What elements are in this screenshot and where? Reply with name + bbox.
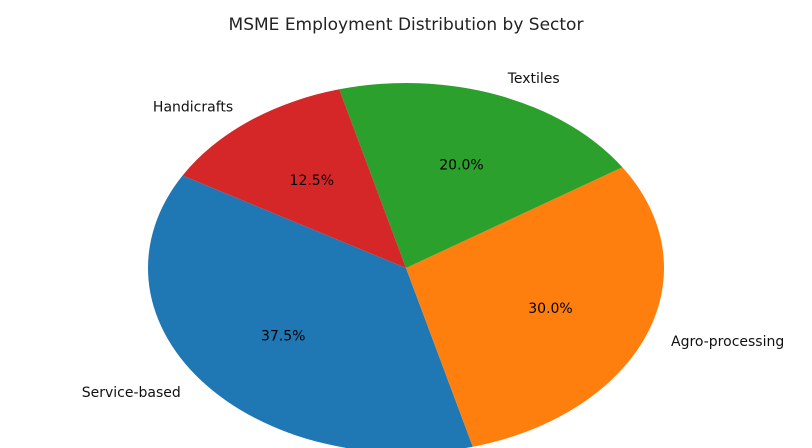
slice-percent-label: 37.5% bbox=[261, 329, 305, 345]
slice-percent-label: 30.0% bbox=[528, 301, 572, 317]
chart-title: MSME Employment Distribution by Sector bbox=[229, 15, 584, 35]
slice-percent-label: 20.0% bbox=[439, 157, 483, 173]
slice-category-label: Agro-processing bbox=[671, 334, 784, 350]
slice-category-label: Service-based bbox=[82, 385, 181, 401]
slice-category-label: Handicrafts bbox=[153, 100, 233, 116]
slice-category-label: Textiles bbox=[507, 71, 560, 87]
slice-percent-label: 12.5% bbox=[290, 173, 334, 189]
pie-slices bbox=[148, 83, 664, 448]
